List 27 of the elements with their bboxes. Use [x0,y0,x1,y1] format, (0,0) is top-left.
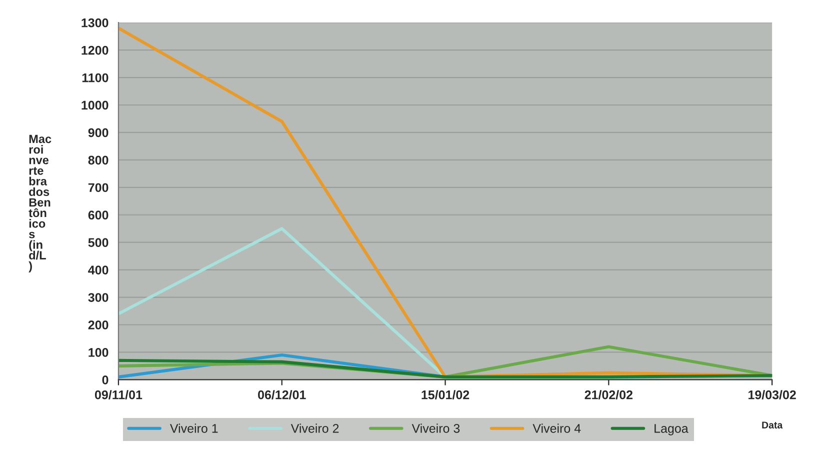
y-tick-label: 100 [88,348,108,357]
legend-label: Lagoa [654,424,688,436]
y-tick-label: 400 [88,266,108,274]
y-tick-label: 1000 [82,100,108,110]
y-tick-label: 200 [88,320,108,330]
x-tick-label: 15/01/02 [422,390,470,400]
y-tick-label: 500 [88,238,108,247]
y-tick-label: 0 [102,375,108,384]
x-tick-label: 09/11/01 [94,390,142,400]
legend-label: Viveiro 3 [412,424,460,433]
y-tick-label: 800 [88,156,108,165]
y-tick-label: 600 [88,210,108,220]
x-tick-label: 06/12/01 [258,390,306,400]
legend-label: Viveiro 1 [170,424,218,433]
y-tick-label: 1300 [82,18,108,28]
legend-label: Viveiro 2 [290,424,339,433]
x-axis-title: Data [762,422,783,428]
y-tick-label: 900 [88,128,108,138]
legend-label: Viveiro 4 [532,424,581,433]
x-tick-label: 21/02/02 [584,390,632,400]
y-tick-label: 300 [88,293,108,302]
y-tick-label: 700 [88,183,108,192]
y-tick-label: 1100 [82,73,108,82]
line-series [118,358,772,378]
y-tick-label: 1200 [82,46,108,55]
text: Macroinvertebrados Bentônicos (ind/L) [28,134,52,272]
x-tick-label: 19/03/02 [748,390,796,400]
